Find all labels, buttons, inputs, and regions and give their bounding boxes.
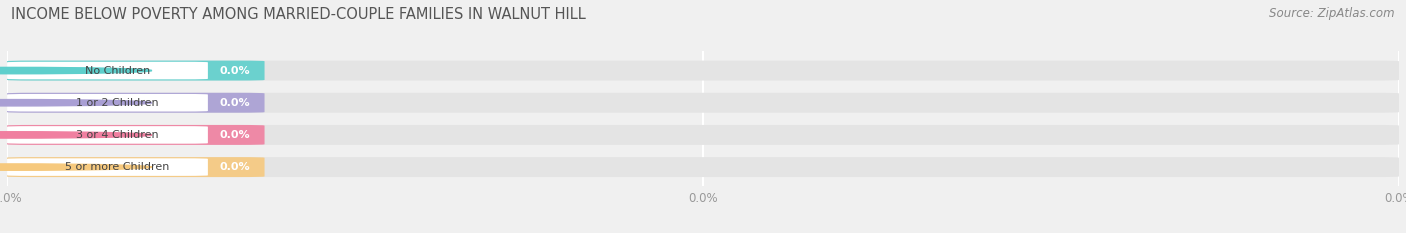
FancyBboxPatch shape	[7, 94, 208, 112]
FancyBboxPatch shape	[7, 125, 264, 145]
FancyBboxPatch shape	[7, 157, 264, 177]
Text: INCOME BELOW POVERTY AMONG MARRIED-COUPLE FAMILIES IN WALNUT HILL: INCOME BELOW POVERTY AMONG MARRIED-COUPL…	[11, 7, 586, 22]
FancyBboxPatch shape	[7, 126, 208, 144]
FancyBboxPatch shape	[7, 62, 208, 79]
Circle shape	[0, 132, 152, 138]
FancyBboxPatch shape	[7, 158, 208, 176]
Circle shape	[0, 164, 152, 170]
Text: 5 or more Children: 5 or more Children	[65, 162, 170, 172]
FancyBboxPatch shape	[7, 61, 264, 81]
Text: 0.0%: 0.0%	[219, 65, 250, 75]
Text: 0.0%: 0.0%	[219, 130, 250, 140]
FancyBboxPatch shape	[7, 125, 1399, 145]
Text: 1 or 2 Children: 1 or 2 Children	[76, 98, 159, 108]
Text: 0.0%: 0.0%	[219, 162, 250, 172]
Text: 0.0%: 0.0%	[219, 98, 250, 108]
Circle shape	[0, 99, 152, 106]
Text: No Children: No Children	[84, 65, 150, 75]
FancyBboxPatch shape	[7, 93, 264, 113]
Text: 3 or 4 Children: 3 or 4 Children	[76, 130, 159, 140]
Circle shape	[0, 67, 152, 74]
FancyBboxPatch shape	[7, 93, 1399, 113]
Text: Source: ZipAtlas.com: Source: ZipAtlas.com	[1270, 7, 1395, 20]
FancyBboxPatch shape	[7, 157, 1399, 177]
FancyBboxPatch shape	[7, 61, 1399, 81]
